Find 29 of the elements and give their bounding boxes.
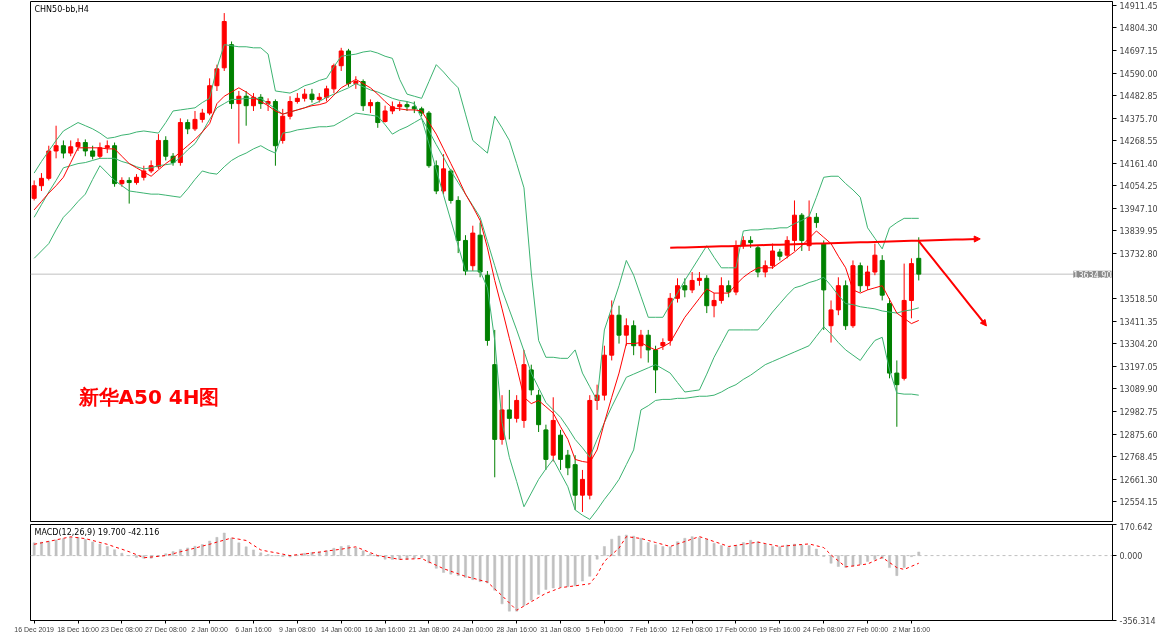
y-tick-label: 14804.30 bbox=[1119, 24, 1158, 34]
y-tick-label: 14054.25 bbox=[1119, 182, 1158, 192]
y-tick-label: 14482.85 bbox=[1119, 92, 1158, 102]
y-tick-label: 12554.15 bbox=[1119, 498, 1158, 508]
y-tick-label: 13518.50 bbox=[1119, 295, 1158, 305]
y-tick-label: 170.642 bbox=[1119, 522, 1153, 532]
y-tick-label: 13732.80 bbox=[1119, 250, 1158, 260]
y-tick-label: 14161.40 bbox=[1119, 159, 1158, 169]
chart-title: MACD(12,26,9) 19.700 -42.116 bbox=[34, 527, 160, 537]
y-tick-label: 12661.30 bbox=[1119, 475, 1158, 485]
y-tick-label: 14375.70 bbox=[1119, 114, 1158, 124]
y-tick-label: 14697.15 bbox=[1119, 47, 1158, 57]
y-tick-label: 12768.45 bbox=[1119, 453, 1158, 463]
y-tick-label: 13197.05 bbox=[1119, 362, 1158, 372]
y-tick-label: 14590.00 bbox=[1119, 69, 1158, 79]
y-tick-label: 0.000 bbox=[1119, 552, 1143, 562]
y-tick-label: 13304.20 bbox=[1119, 340, 1158, 350]
y-tick-label: 12875.60 bbox=[1119, 430, 1158, 440]
y-tick-label: 13089.90 bbox=[1119, 385, 1158, 395]
y-tick-label: 14911.45 bbox=[1119, 1, 1158, 11]
ref-line-label: 13634.90 bbox=[1073, 270, 1112, 280]
y-tick-label: 12982.75 bbox=[1119, 407, 1158, 417]
y-tick-label: 13839.95 bbox=[1119, 227, 1158, 237]
y-tick-label: -356.314 bbox=[1119, 617, 1156, 626]
y-tick-label: 14268.55 bbox=[1119, 137, 1158, 147]
y-tick-label: 13411.35 bbox=[1119, 317, 1158, 327]
y-tick-label: 13947.10 bbox=[1119, 204, 1158, 214]
chart-title: CHN50-bb,H4 bbox=[34, 4, 89, 14]
annotation: 新华A50 4H图 bbox=[77, 384, 220, 409]
